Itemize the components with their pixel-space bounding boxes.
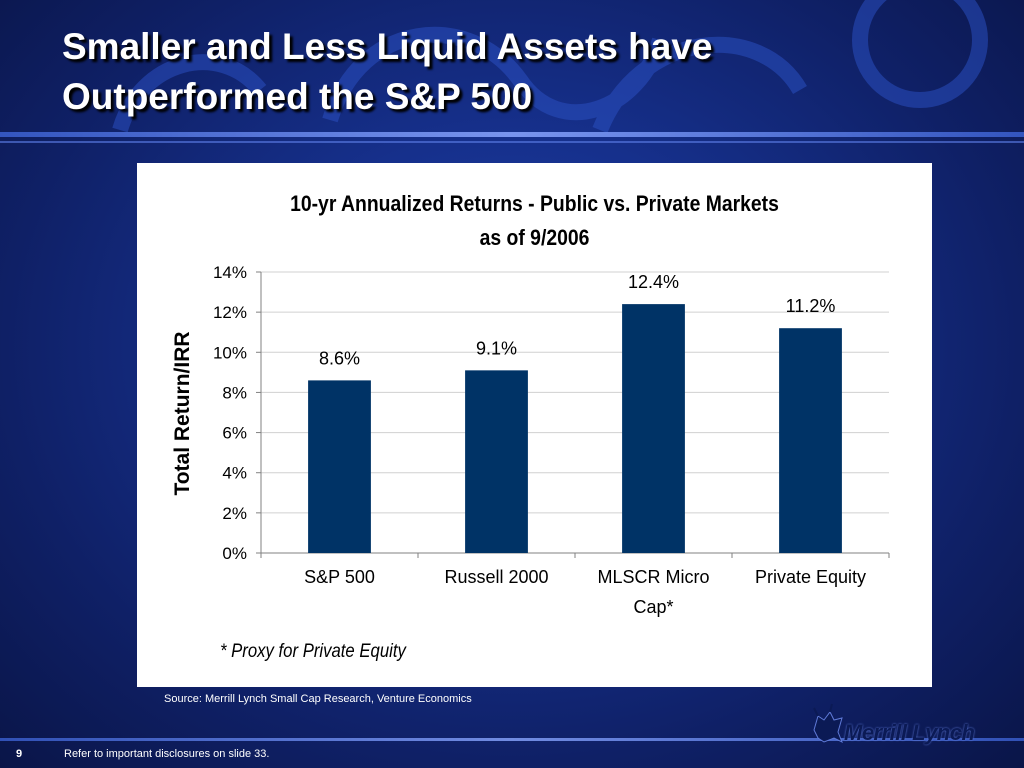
y-axis-title: Total Return/IRR	[171, 331, 194, 495]
background-swirl	[112, 0, 988, 134]
data-label: 11.2%	[786, 296, 836, 316]
title-divider-thin	[0, 141, 1024, 143]
y-tick-label: 10%	[213, 343, 247, 362]
y-tick-label: 14%	[213, 263, 247, 282]
slide-title-line-1: Smaller and Less Liquid Assets have	[62, 26, 713, 67]
bar	[622, 304, 685, 553]
merrill-lynch-logo: Merrill Lynch	[808, 702, 1008, 746]
bar	[465, 370, 528, 553]
chart-footnote: * Proxy for Private Equity	[220, 641, 406, 662]
x-tick-label: Russell 2000	[444, 567, 548, 587]
footer-divider	[0, 738, 1024, 741]
chart-panel: 10-yr Annualized Returns - Public vs. Pr…	[137, 163, 932, 687]
x-tick-label: S&P 500	[304, 567, 375, 587]
data-label: 8.6%	[319, 348, 360, 368]
x-tick-label: Cap*	[633, 597, 673, 617]
y-tick-label: 8%	[222, 383, 247, 402]
disclosure-note: Refer to important disclosures on slide …	[64, 748, 270, 760]
bar	[308, 380, 371, 553]
x-tick-label: Private Equity	[755, 567, 866, 587]
y-tick-label: 6%	[222, 424, 247, 443]
chart-title: 10-yr Annualized Returns - Public vs. Pr…	[185, 187, 885, 255]
chart-title-main: 10-yr Annualized Returns - Public vs. Pr…	[290, 191, 779, 216]
bar	[779, 328, 842, 553]
page-number: 9	[16, 748, 23, 760]
y-tick-label: 12%	[213, 303, 247, 322]
chart-subtitle: as of 9/2006	[479, 225, 590, 250]
source-note: Source: Merrill Lynch Small Cap Research…	[164, 693, 472, 705]
data-label: 9.1%	[476, 338, 517, 358]
y-tick-label: 4%	[222, 464, 247, 483]
slide-title: Smaller and Less Liquid Assets have Outp…	[62, 22, 962, 122]
slide-title-line-2: Outperformed the S&P 500	[62, 76, 533, 117]
bull-icon	[813, 703, 843, 744]
logo-wordmark: Merrill Lynch	[844, 720, 975, 745]
y-tick-label: 2%	[222, 504, 247, 523]
x-tick-label: MLSCR Micro	[597, 567, 709, 587]
bar-chart: 0% 2% 4% 6% 8% 10% 12% 14% Total Return/IRR 8.6% S…	[171, 263, 890, 617]
y-tick-label: 0%	[222, 544, 247, 563]
title-divider	[0, 132, 1024, 137]
data-label: 12.4%	[628, 272, 679, 292]
